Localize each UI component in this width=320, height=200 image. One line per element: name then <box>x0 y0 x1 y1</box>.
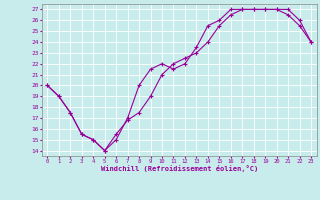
X-axis label: Windchill (Refroidissement éolien,°C): Windchill (Refroidissement éolien,°C) <box>100 165 258 172</box>
